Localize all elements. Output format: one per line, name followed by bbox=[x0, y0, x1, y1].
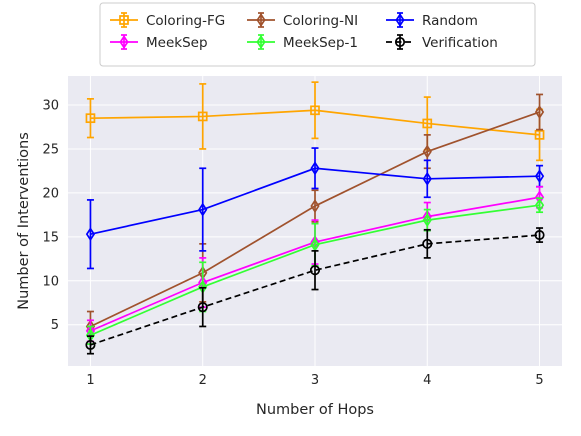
data-point bbox=[310, 105, 320, 116]
data-point bbox=[422, 144, 432, 159]
data-point bbox=[534, 230, 545, 241]
legend-item-meeksep: MeekSep bbox=[110, 34, 208, 51]
legend-label: Coloring-NI bbox=[283, 13, 358, 29]
x-axis-ticks: 1 2 3 4 5 bbox=[86, 373, 543, 388]
series-random bbox=[85, 147, 545, 270]
series-line bbox=[90, 204, 540, 337]
x-axis-label: Number of Hops bbox=[256, 402, 374, 418]
legend-label: MeekSep-1 bbox=[283, 35, 358, 51]
data-point bbox=[310, 199, 320, 214]
data-point bbox=[197, 302, 208, 313]
series-line bbox=[90, 111, 540, 328]
legend-marker bbox=[256, 34, 266, 50]
data-point bbox=[534, 104, 545, 120]
legend-item-coloring-ni: Coloring-NI bbox=[247, 12, 358, 29]
data-point bbox=[197, 111, 208, 122]
legend-item-coloring-fg: Coloring-FG bbox=[110, 12, 225, 29]
data-point bbox=[422, 238, 433, 249]
data-point bbox=[422, 213, 432, 228]
legend-label: Verification bbox=[422, 35, 498, 51]
data-point bbox=[422, 171, 432, 186]
legend-marker bbox=[119, 34, 129, 50]
data-point bbox=[422, 118, 433, 129]
series-layer bbox=[85, 81, 545, 355]
legend-label: MeekSep bbox=[146, 35, 208, 51]
x-tick-label: 3 bbox=[311, 373, 319, 388]
data-point bbox=[310, 161, 320, 176]
y-tick-label: 10 bbox=[42, 274, 59, 289]
x-tick-label: 1 bbox=[86, 373, 94, 388]
data-point bbox=[198, 202, 208, 217]
data-point bbox=[534, 198, 545, 213]
data-point bbox=[85, 113, 96, 124]
legend-marker bbox=[119, 15, 129, 25]
data-point bbox=[534, 169, 545, 184]
data-point bbox=[85, 339, 96, 350]
legend: Coloring-FG Coloring-NI Random MeekSep MeekS… bbox=[99, 2, 536, 67]
series-line bbox=[90, 234, 540, 346]
y-tick-label: 5 bbox=[51, 318, 59, 333]
series-line bbox=[90, 109, 540, 136]
legend-box bbox=[99, 2, 536, 67]
legend-marker bbox=[256, 12, 266, 28]
x-tick-label: 5 bbox=[535, 373, 543, 388]
data-point bbox=[85, 227, 96, 242]
legend-label: Random bbox=[422, 13, 478, 29]
y-tick-label: 30 bbox=[42, 99, 59, 114]
y-tick-label: 25 bbox=[42, 142, 59, 157]
legend-label: Coloring-FG bbox=[146, 13, 225, 29]
x-tick-label: 2 bbox=[199, 373, 207, 388]
legend-marker bbox=[395, 12, 405, 28]
legend-item-random: Random bbox=[386, 12, 478, 29]
x-tick-label: 4 bbox=[423, 373, 431, 388]
legend-marker bbox=[394, 36, 406, 48]
y-axis-label: Number of Interventions bbox=[16, 132, 32, 310]
legend-item-verification: Verification bbox=[386, 34, 498, 51]
data-point bbox=[309, 265, 321, 276]
y-tick-label: 20 bbox=[42, 186, 59, 201]
y-tick-label: 15 bbox=[42, 230, 59, 245]
data-point bbox=[534, 130, 545, 140]
y-axis-ticks: 5 10 15 20 25 30 bbox=[42, 99, 59, 334]
series-verification bbox=[85, 227, 545, 355]
series-line bbox=[90, 167, 540, 236]
legend-item-meeksep-1: MeekSep-1 bbox=[247, 34, 358, 51]
